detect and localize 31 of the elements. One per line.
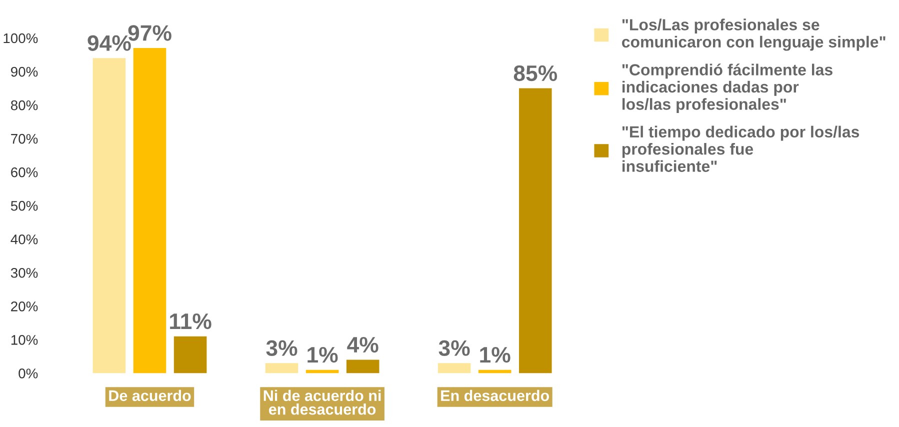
- y-tick-label: 40%: [10, 234, 38, 244]
- data-label: 4%: [347, 336, 378, 353]
- y-tick-label: 60%: [11, 167, 38, 178]
- bar: [133, 48, 166, 374]
- bar: [92, 58, 126, 374]
- y-tick-label: 70%: [11, 134, 38, 144]
- bar: [346, 360, 380, 374]
- data-label: 1%: [308, 346, 338, 363]
- bar: [519, 88, 552, 374]
- bar: [174, 336, 207, 374]
- legend-label: "Comprendió fácilmente las indicaciones dadas por los/las profesionales": [622, 64, 832, 114]
- y-tick-label: 100%: [4, 33, 38, 44]
- x-tick-label: En desacuerdo: [441, 390, 550, 402]
- legend-label: "El tiempo dedicado por los/las profesionales fue insuficiente": [622, 126, 860, 172]
- y-tick-label: 80%: [10, 100, 38, 110]
- data-label: 3%: [438, 340, 470, 356]
- data-label: 11%: [170, 313, 212, 330]
- data-label: 3%: [266, 340, 298, 356]
- y-tick-label: 30%: [10, 268, 38, 278]
- y-tick-label: 20%: [11, 301, 38, 312]
- y-tick-label: 0%: [18, 368, 38, 378]
- bar: [438, 363, 471, 374]
- x-tick-label: Ni de acuerdo ni en desacuerdo: [264, 390, 381, 415]
- y-tick-label: 10%: [11, 335, 38, 345]
- bar: [265, 363, 298, 374]
- y-tick-label: 90%: [11, 66, 38, 77]
- data-label: 85%: [514, 65, 558, 82]
- y-tick-label: 50%: [10, 200, 38, 211]
- legend-label: "Los/Las profesionales se comunicaron con lenguaje simple": [622, 18, 886, 51]
- x-tick-label: De acuerdo: [109, 390, 191, 402]
- data-label: 1%: [480, 346, 510, 363]
